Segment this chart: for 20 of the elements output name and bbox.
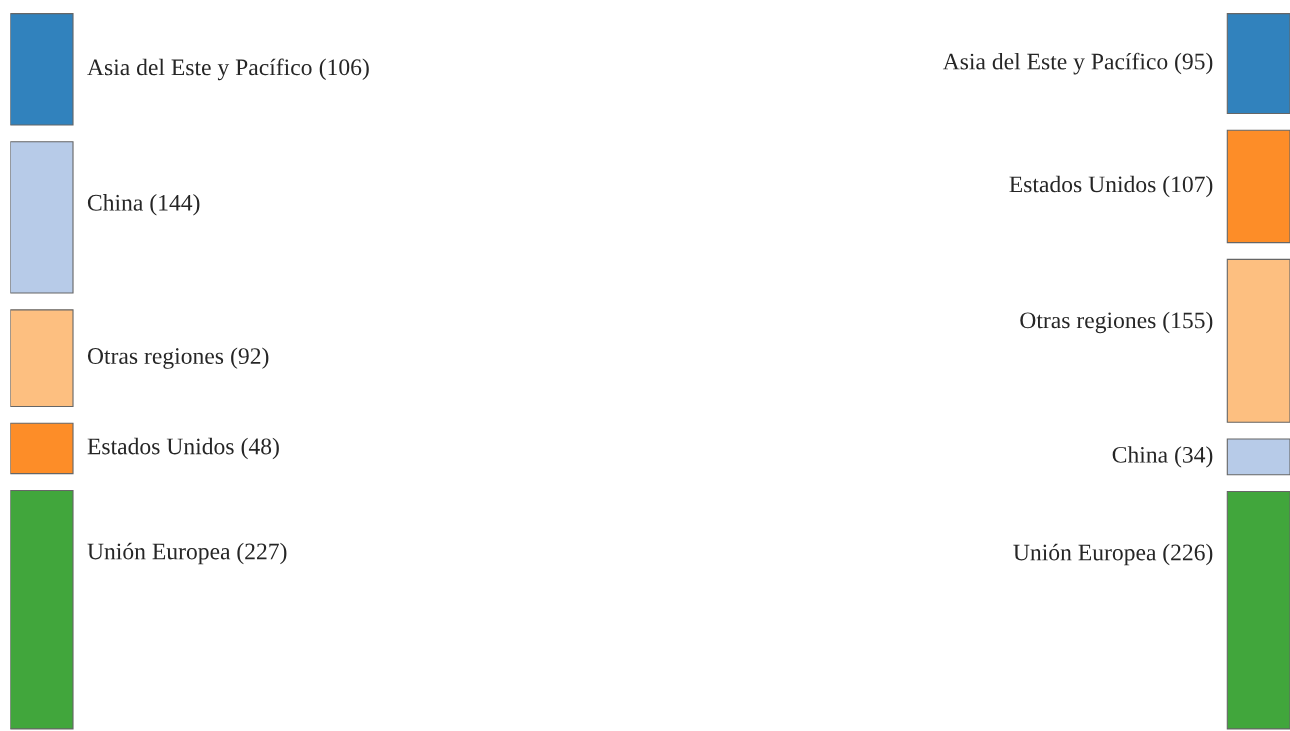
data-label: (106) bbox=[319, 58, 369, 81]
data-label: (155) bbox=[1163, 311, 1213, 334]
category-label: Unión Europea bbox=[1013, 543, 1157, 566]
category-label: China bbox=[1112, 446, 1168, 463]
category-label: Unión Europea bbox=[87, 542, 231, 565]
data-label: (48) bbox=[241, 437, 279, 460]
data-label: (107) bbox=[1163, 175, 1213, 198]
category-label: China bbox=[87, 194, 144, 211]
data-label: (34) bbox=[1175, 446, 1213, 468]
category-label: Estados Unidos bbox=[87, 437, 234, 455]
category-label: Asia del Este y Pacífico bbox=[87, 58, 312, 81]
category-label: Otras regiones bbox=[87, 348, 224, 369]
data-label: (95) bbox=[1175, 52, 1213, 75]
data-label: (227) bbox=[237, 542, 287, 565]
category-label: Estados Unidos bbox=[1009, 175, 1156, 193]
data-label: (226) bbox=[1163, 543, 1213, 566]
category-label: Asia del Este y Pacífico bbox=[942, 52, 1168, 75]
category-label: Otras regiones bbox=[1020, 312, 1156, 334]
data-label: (144) bbox=[150, 194, 200, 216]
data-label: (92) bbox=[231, 347, 269, 369]
